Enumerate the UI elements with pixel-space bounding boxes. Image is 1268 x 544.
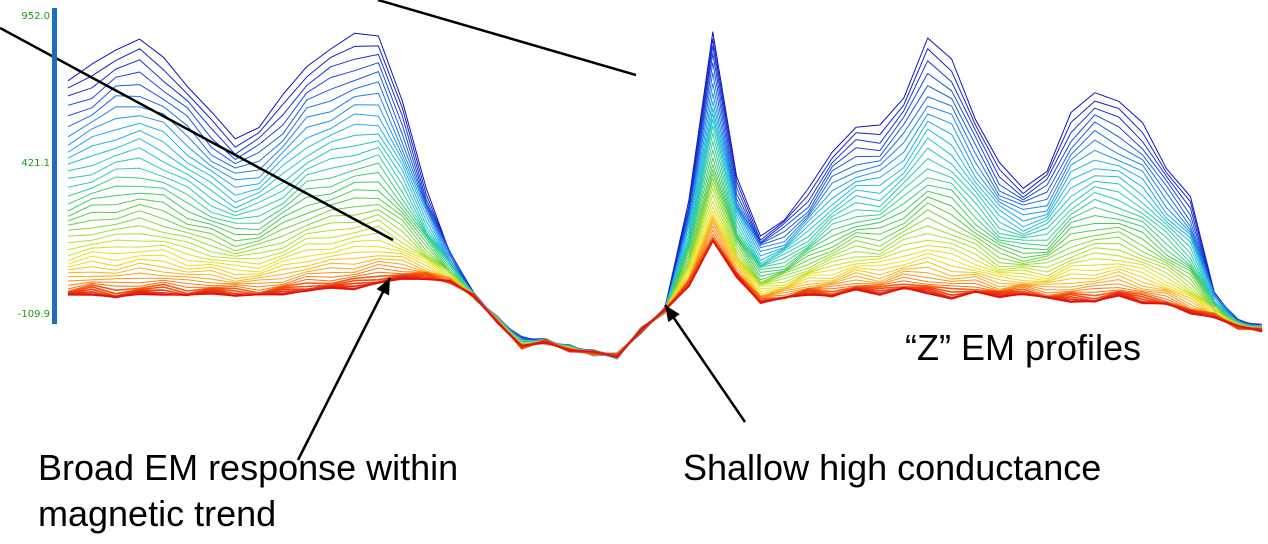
profile-line-40 [67,239,1263,359]
z-em-profiles-label: “Z” EM profiles [905,327,1142,368]
broad-em-response-label-line1: Broad EM response within [38,447,459,488]
arrow-shallow-conductance-arrowhead [665,305,680,323]
profile-line-12 [67,118,1263,359]
arrow-shallow-conductance [663,304,747,423]
profile-line-9 [67,100,1263,355]
profile-line-18 [67,164,1263,355]
profile-line-8 [67,92,1263,357]
profile-line-7 [67,82,1263,357]
arrow-broad-response [296,277,392,461]
y-tick-mid: 421.1 [21,158,50,169]
broad-em-response-label-line2: magnetic trend [38,493,277,534]
profile-line-14 [67,132,1263,359]
profile-line-10 [67,107,1263,355]
y-tick-top: 952.0 [21,11,50,22]
y-axis-bar [52,8,57,324]
pointer-line-left [0,26,394,242]
arrow-broad-response-arrowhead [376,278,390,296]
pointer-line-top [377,0,637,77]
shallow-high-conductance-label: Shallow high conductance [683,447,1102,488]
y-tick-bottom: -109.9 [17,309,50,320]
